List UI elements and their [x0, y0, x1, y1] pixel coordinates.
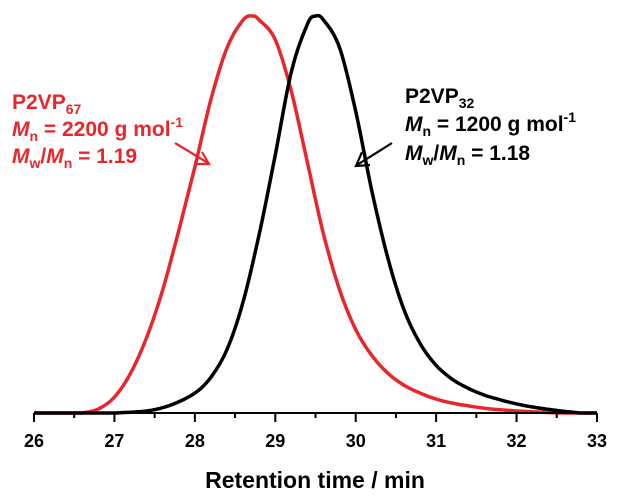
annotation-p2vp32-line2: Mn = 1200 g mol-1 — [405, 109, 576, 139]
x-tick-label: 30 — [346, 431, 366, 451]
x-axis-title: Retention time / min — [205, 467, 425, 493]
arrow-red-head — [196, 151, 211, 166]
x-tick-label: 26 — [24, 431, 44, 451]
x-tick-label: 31 — [426, 431, 446, 451]
series-line-p2vp67 — [34, 14, 597, 415]
x-tick-label: 28 — [185, 431, 205, 451]
arrow-black — [354, 142, 393, 168]
annotation-p2vp67-line2: Mn = 2200 g mol-1 — [12, 114, 183, 144]
x-tick-label: 29 — [265, 431, 285, 451]
annotation-p2vp32-line3: Mw/Mn = 1.18 — [405, 142, 530, 168]
annotation-p2vp32: P2VP32 Mn = 1200 g mol-1 Mw/Mn = 1.18 — [405, 85, 576, 168]
arrow-red-shaft — [174, 142, 209, 164]
arrow-black-head — [354, 151, 371, 168]
x-axis-ticks: 26 27 28 29 30 31 32 33 — [24, 413, 607, 451]
arrow-red — [174, 142, 211, 166]
annotation-p2vp67-line1: P2VP67 — [12, 91, 81, 117]
x-tick-label: 27 — [104, 431, 124, 451]
x-tick-label: 32 — [507, 431, 527, 451]
annotation-p2vp67: P2VP67 Mn = 2200 g mol-1 Mw/Mn = 1.19 — [12, 91, 183, 171]
arrow-black-shaft — [356, 142, 393, 166]
x-tick-label: 33 — [587, 431, 607, 451]
annotation-p2vp32-line1: P2VP32 — [405, 85, 474, 111]
series-line-p2vp32 — [34, 13, 597, 415]
curves-layer — [34, 13, 597, 415]
annotation-p2vp67-line3: Mw/Mn = 1.19 — [12, 145, 137, 171]
